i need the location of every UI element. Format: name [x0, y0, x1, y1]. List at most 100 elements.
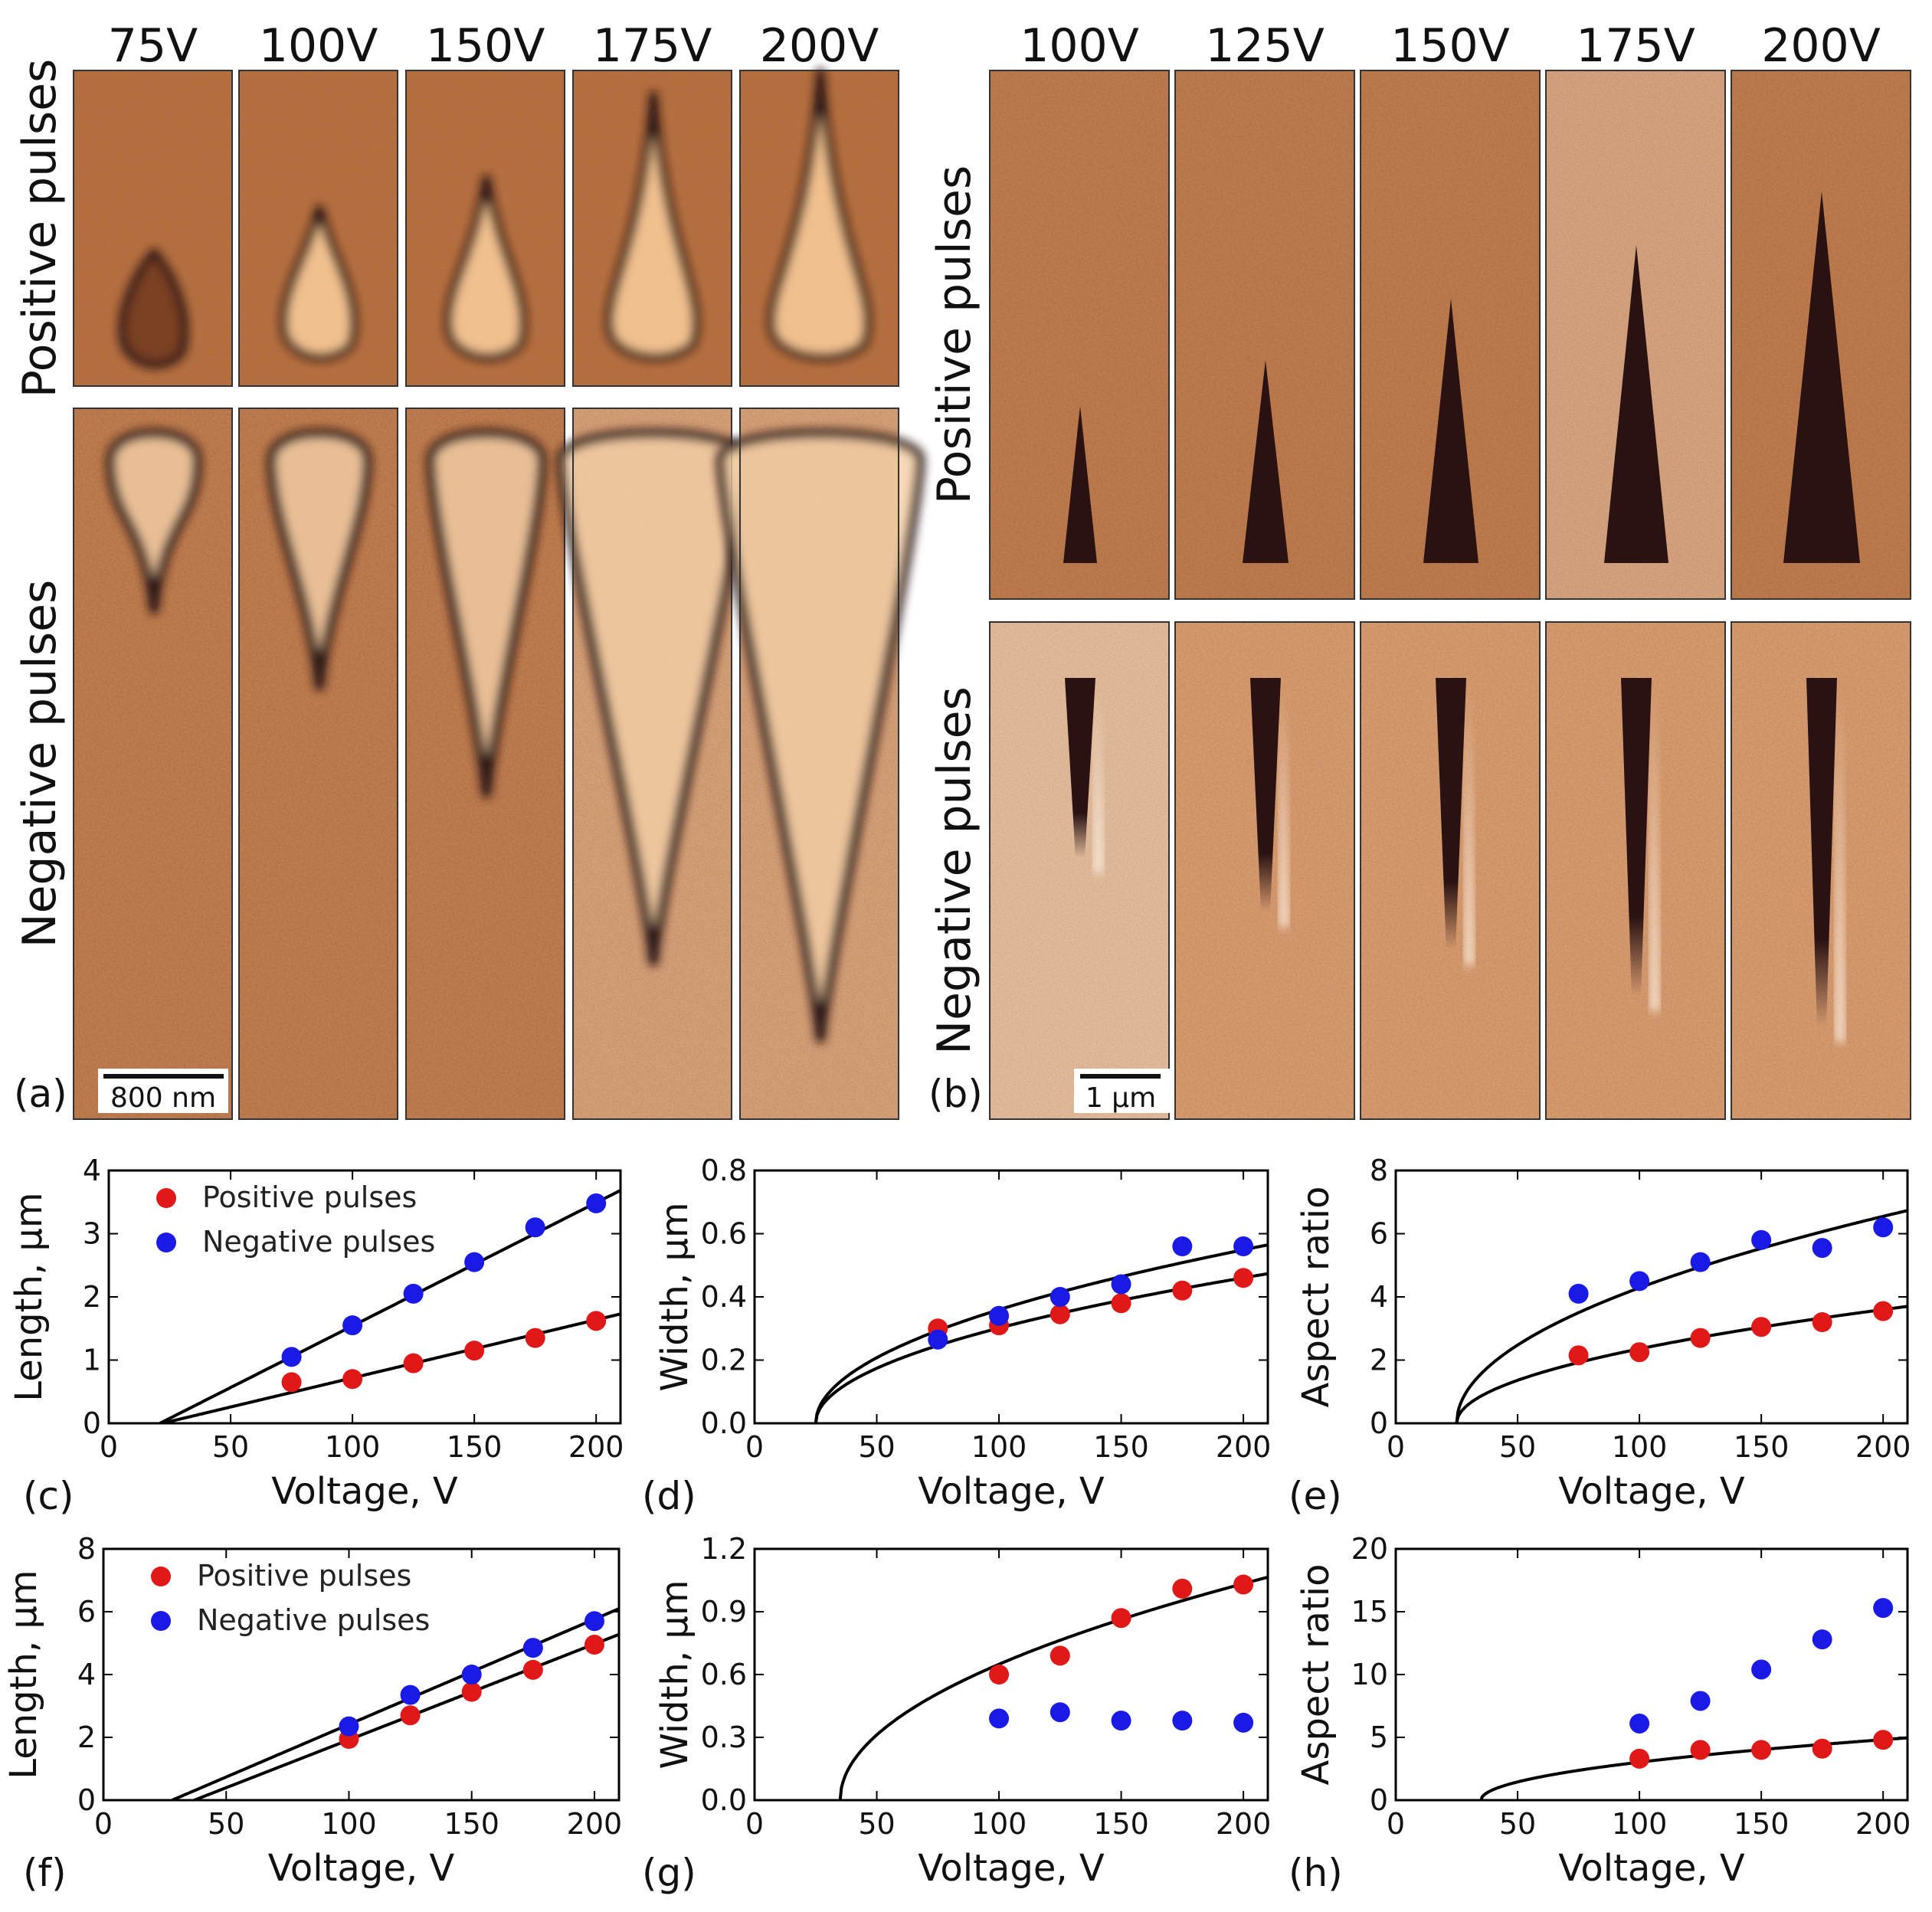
- domain-shape: [1250, 678, 1281, 912]
- domain-shape: [1806, 678, 1837, 1026]
- fit-curve: [162, 1312, 621, 1423]
- domain-shape: [605, 91, 700, 361]
- column-label-a: 200V: [760, 19, 879, 73]
- negative-data-point: [586, 1193, 607, 1213]
- positive-data-point: [1690, 1740, 1711, 1760]
- image-border: [572, 70, 732, 387]
- negative-data-point: [1690, 1252, 1711, 1272]
- domain-halo: [1835, 689, 1845, 1042]
- x-tick-label: 0: [94, 1807, 113, 1841]
- negative-data-point: [339, 1716, 359, 1737]
- negative-data-point: [1751, 1229, 1772, 1250]
- positive-data-point: [525, 1328, 545, 1348]
- y-tick-label: 0.6: [701, 1658, 747, 1691]
- image-border: [739, 408, 899, 1120]
- negative-data-point: [464, 1252, 485, 1272]
- positive-data-point: [989, 1665, 1010, 1684]
- x-axis-title: Voltage, V: [1558, 1470, 1745, 1513]
- negative-data-point: [403, 1283, 424, 1304]
- y-tick-label: 0.3: [701, 1720, 747, 1754]
- x-tick-label: 0: [745, 1430, 764, 1464]
- domain-shape: [106, 429, 202, 614]
- negative-data-point: [1050, 1287, 1070, 1307]
- y-tick-label: 0.8: [701, 1154, 747, 1187]
- chart-f: 0 50 100 150 200 0 2 4 6 8 Voltage, V Length, µm (f)…: [2, 1532, 622, 1895]
- x-axis-title: Voltage, V: [918, 1470, 1105, 1513]
- fit-curve: [171, 1607, 619, 1800]
- x-tick-label: 200: [1216, 1807, 1272, 1841]
- positive-data-point: [1812, 1312, 1832, 1332]
- y-tick-label: 0.4: [701, 1280, 747, 1314]
- y-tick-label: 0.0: [701, 1406, 747, 1440]
- x-tick-label: 100: [321, 1807, 377, 1841]
- image-tile: [1360, 621, 1541, 1120]
- image-tile: [1360, 70, 1541, 600]
- fit-curve: [814, 1272, 1268, 1423]
- row-label-positive-a: Positive pulses: [13, 59, 67, 398]
- x-tick-label: 50: [212, 1430, 249, 1464]
- negative-data-point: [1751, 1659, 1772, 1680]
- negative-data-point: [1172, 1711, 1193, 1731]
- image-border: [405, 70, 565, 387]
- column-label-a: 150V: [426, 19, 545, 73]
- fit-lines: [171, 1607, 619, 1800]
- x-tick-label: 150: [444, 1807, 499, 1841]
- y-tick-label: 15: [1351, 1595, 1388, 1629]
- image-border: [1545, 621, 1726, 1120]
- domain-shape: [426, 429, 547, 797]
- image-border: [1360, 621, 1541, 1120]
- positive-data-point: [1568, 1345, 1589, 1366]
- image-tile: [572, 70, 732, 387]
- y-tick-label: 2: [1370, 1344, 1388, 1377]
- negative-data-point: [584, 1611, 604, 1632]
- x-tick-label: 200: [1216, 1430, 1272, 1464]
- x-axis-title: Voltage, V: [1558, 1847, 1745, 1890]
- panel-label-c: (c): [23, 1474, 74, 1518]
- domain-halo: [1465, 689, 1474, 965]
- y-axis-title: Length, µm: [8, 1192, 51, 1401]
- image-tile: [1731, 70, 1911, 600]
- positive-data-point: [1111, 1608, 1131, 1629]
- legend-entry: Negative pulses: [197, 1603, 430, 1637]
- positive-data-point: [1812, 1738, 1832, 1759]
- fit-lines: [814, 1243, 1268, 1423]
- positive-data-point: [1873, 1301, 1894, 1321]
- negative-data-point: [1629, 1713, 1650, 1734]
- y-axis-title: Width, µm: [653, 1202, 696, 1391]
- image-border: [405, 408, 565, 1120]
- image-tile: [989, 70, 1170, 600]
- legend-marker: [156, 1233, 176, 1252]
- y-tick-label: 4: [77, 1658, 96, 1691]
- x-tick-label: 100: [1612, 1807, 1668, 1841]
- negative-data-point: [1873, 1598, 1894, 1619]
- x-tick-label: 200: [1855, 1807, 1911, 1841]
- x-tick-label: 150: [1093, 1430, 1149, 1464]
- y-tick-label: 1: [83, 1344, 101, 1377]
- positive-data-point: [461, 1681, 482, 1702]
- negative-data-point: [1172, 1236, 1193, 1256]
- negative-data-point: [989, 1305, 1010, 1326]
- x-tick-label: 50: [858, 1807, 895, 1841]
- y-axis-title: Aspect ratio: [1295, 1564, 1338, 1786]
- image-border: [1174, 621, 1355, 1120]
- domain-shape: [1621, 678, 1652, 996]
- negative-data-point: [928, 1329, 948, 1350]
- positive-data-point: [584, 1635, 604, 1655]
- y-tick-label: 6: [77, 1595, 96, 1629]
- fit-curve: [814, 1243, 1268, 1423]
- negative-data-point: [281, 1347, 302, 1367]
- scale-bar-label: 800 nm: [110, 1082, 216, 1114]
- image-border: [1360, 70, 1541, 600]
- image-border: [238, 70, 398, 387]
- panel-label-b: (b): [928, 1072, 983, 1116]
- chart-g: 0 50 100 150 200 0.0 0.3 0.6 0.9 1.2 Voltage, V Wid…: [642, 1532, 1271, 1895]
- negative-data-point: [989, 1708, 1010, 1729]
- chart-c: 0 50 100 150 200 0 1 2 3 4 Voltage, V Length, µm (c)…: [8, 1154, 624, 1518]
- positive-data-point: [1233, 1574, 1254, 1595]
- image-tile: [405, 70, 565, 387]
- negative-data-point: [1111, 1274, 1131, 1295]
- negative-data-point: [1629, 1271, 1650, 1292]
- image-tile: [238, 70, 398, 387]
- y-tick-label: 10: [1351, 1658, 1388, 1691]
